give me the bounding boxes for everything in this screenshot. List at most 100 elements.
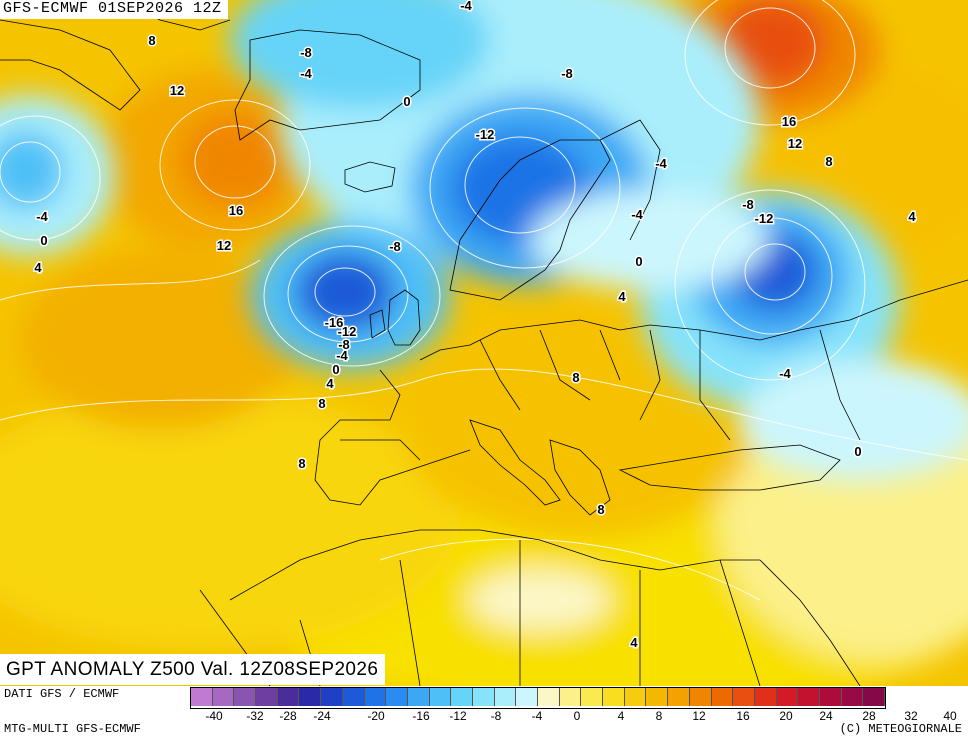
- scale-swatch: [342, 688, 365, 706]
- scale-swatch: [516, 688, 538, 706]
- scale-tick-label: 24: [819, 709, 833, 723]
- color-scale-ticks: -40 -32 -28 -24 -20 -16 -12 -8 -4 0 4 8 12 16 20 24 28 32…: [190, 709, 968, 723]
- scale-swatch: [798, 688, 820, 706]
- scale-swatch: [624, 688, 647, 706]
- scale-swatch: [277, 688, 300, 706]
- scale-tick-label: -28: [279, 709, 297, 723]
- contour-label: -8: [742, 197, 754, 212]
- scale-swatch: [212, 688, 235, 706]
- scale-tick-label: -8: [490, 709, 502, 723]
- footer: DATI GFS / ECMWF -40 -32 -28 -24 -20 -16 -12 -8…: [0, 686, 968, 745]
- scale-swatch: [841, 688, 864, 706]
- contour-label: 4: [908, 209, 916, 224]
- scale-swatch: [256, 688, 278, 706]
- contour-label: -8: [561, 66, 573, 81]
- scale-swatch: [364, 688, 387, 706]
- contour-label: 12: [170, 83, 184, 98]
- contour-label: 0: [332, 362, 339, 377]
- contour-label: 4: [34, 260, 42, 275]
- scale-swatch: [191, 688, 213, 706]
- map-title: GPT ANOMALY Z500 Val. 12Z08SEP2026: [0, 654, 386, 685]
- contour-label: 12: [788, 136, 802, 151]
- scale-swatch: [668, 688, 690, 706]
- contour-label: 8: [825, 154, 832, 169]
- scale-swatch: [321, 688, 343, 706]
- scale-tick-label: 32: [904, 709, 918, 723]
- contour-label: 12: [217, 238, 231, 253]
- scale-swatch: [733, 688, 755, 706]
- scale-swatch: [689, 688, 712, 706]
- scale-tick-label: -20: [367, 709, 385, 723]
- contour-label: 8: [298, 456, 305, 471]
- contour-label: 4: [326, 376, 334, 391]
- scale-swatch: [538, 688, 560, 706]
- scale-tick-label: 16: [736, 709, 750, 723]
- copyright: (C) METEOGIORNALE: [839, 722, 962, 736]
- scale-swatch: [646, 688, 669, 706]
- contour-label: 0: [403, 94, 410, 109]
- scale-swatch: [819, 688, 842, 706]
- scale-swatch: [407, 688, 430, 706]
- contour-label: 16: [229, 203, 243, 218]
- contour-label: 16: [782, 114, 796, 129]
- scale-swatch: [776, 688, 799, 706]
- run-header: GFS-ECMWF 01SEP2026 12Z: [0, 0, 228, 19]
- scale-swatch: [494, 688, 517, 706]
- scale-tick-label: 40: [943, 709, 957, 723]
- contour-label: -12: [755, 211, 774, 226]
- scale-tick-label: -4: [531, 709, 543, 723]
- scale-tick-label: 4: [617, 709, 625, 723]
- scale-swatch: [581, 688, 604, 706]
- contour-label: -8: [389, 239, 401, 254]
- contour-label: 4: [630, 635, 638, 650]
- color-scale: [190, 687, 886, 709]
- contour-label: 0: [635, 254, 642, 269]
- contour-label: 4: [618, 289, 626, 304]
- scale-tick-label: 8: [655, 709, 663, 723]
- scale-swatch: [559, 688, 582, 706]
- scale-tick-label: -24: [313, 709, 331, 723]
- field-negative: [0, 0, 968, 480]
- contour-label: -4: [460, 0, 472, 13]
- scale-swatch: [711, 688, 734, 706]
- scale-swatch: [451, 688, 473, 706]
- contour-lines: [0, 0, 968, 601]
- contour-label: 8: [148, 33, 155, 48]
- scale-tick-label: 28: [862, 709, 876, 723]
- data-source-label: DATI GFS / ECMWF: [4, 687, 120, 701]
- scale-swatch: [234, 688, 257, 706]
- contour-label: -4: [36, 209, 48, 224]
- scale-tick-label: 20: [779, 709, 793, 723]
- scale-swatch: [299, 688, 322, 706]
- contour-label: -8: [338, 337, 350, 352]
- contour-label: 0: [854, 444, 861, 459]
- contour-label: -4: [336, 348, 348, 363]
- scale-tick-label: -12: [449, 709, 467, 723]
- scale-swatch: [386, 688, 408, 706]
- contour-label: -4: [655, 156, 667, 171]
- scale-tick-label: -32: [246, 709, 264, 723]
- scale-swatch: [472, 688, 495, 706]
- scale-tick-label: 12: [692, 709, 706, 723]
- contour-label: -8: [300, 45, 312, 60]
- scale-swatch: [429, 688, 452, 706]
- contour-label: -4: [631, 207, 643, 222]
- contour-label: -4: [779, 366, 791, 381]
- contour-label: -16: [325, 315, 344, 330]
- contour-label: -12: [476, 127, 495, 142]
- contour-label: 8: [318, 396, 325, 411]
- contour-label: 8: [597, 502, 604, 517]
- scale-tick-label: -40: [205, 709, 223, 723]
- scale-tick-label: -16: [412, 709, 430, 723]
- scale-swatch: [863, 688, 885, 706]
- contour-label: -4: [300, 66, 312, 81]
- scale-swatch: [754, 688, 777, 706]
- scale-swatch: [603, 688, 625, 706]
- contour-label: 8: [572, 370, 579, 385]
- contour-label: 0: [40, 233, 47, 248]
- scale-tick-label: 0: [573, 709, 581, 723]
- contour-label: -12: [338, 324, 357, 339]
